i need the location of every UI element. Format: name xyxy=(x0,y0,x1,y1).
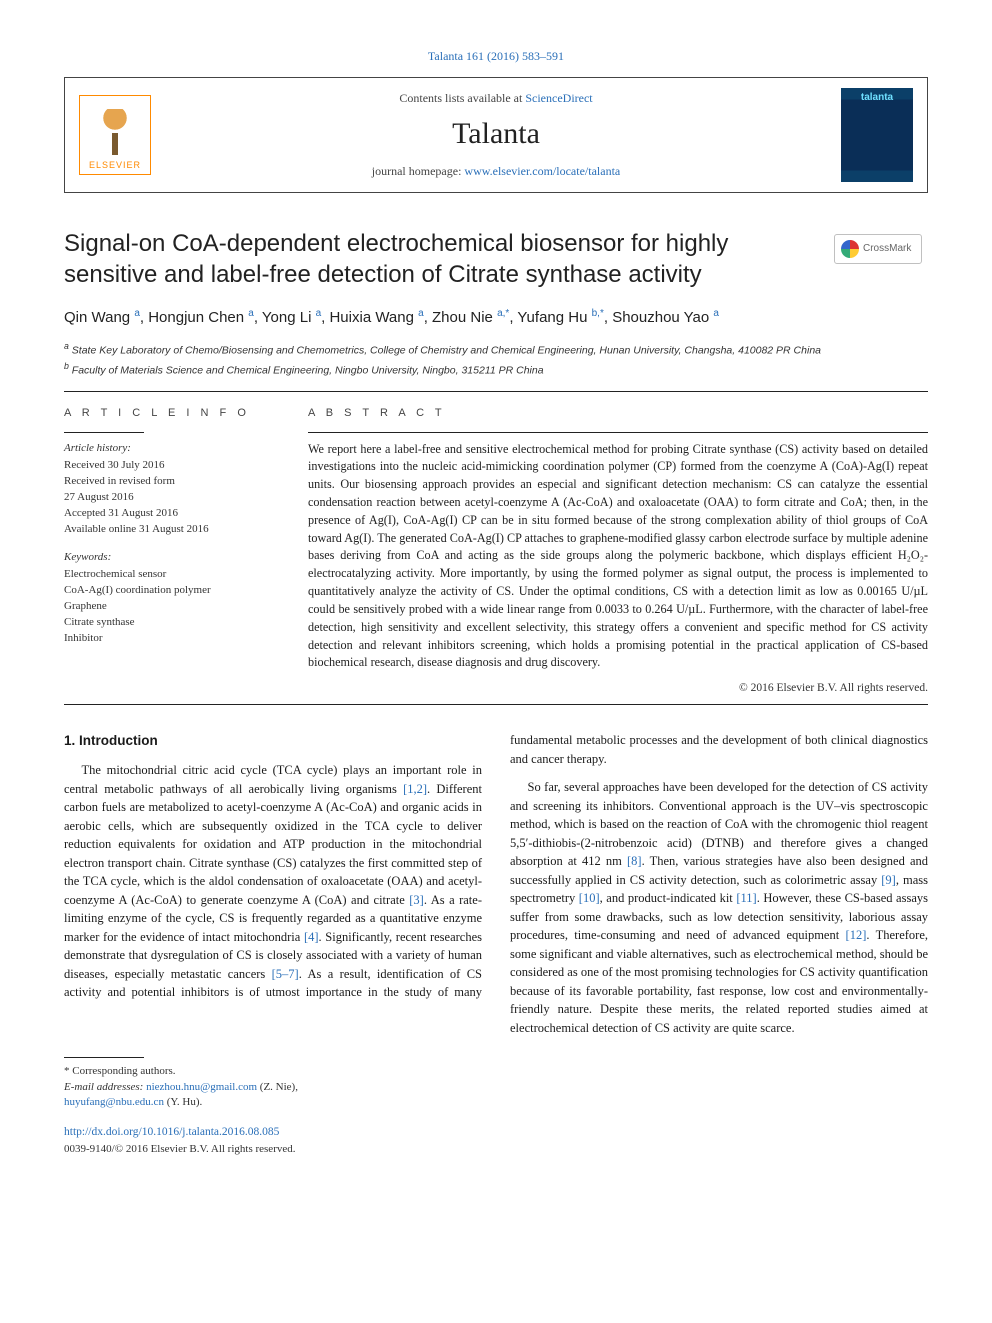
correspondence-footnote: * Corresponding authors. E-mail addresse… xyxy=(64,1057,928,1158)
keyword: CoA-Ag(I) coordination polymer xyxy=(64,583,280,599)
keyword: Citrate synthase xyxy=(64,615,280,631)
issn-copyright: 0039-9140/© 2016 Elsevier B.V. All right… xyxy=(64,1142,928,1157)
section-1-heading: 1. Introduction xyxy=(64,731,482,751)
email-label: E-mail addresses: xyxy=(64,1081,146,1093)
article-info-heading: A R T I C L E I N F O xyxy=(64,406,280,421)
history-line: 27 August 2016 xyxy=(64,490,280,506)
intro-paragraph-2: So far, several approaches have been dev… xyxy=(510,778,928,1037)
affiliation-line: b Faculty of Materials Science and Chemi… xyxy=(64,360,928,379)
history-line: Available online 31 August 2016 xyxy=(64,522,280,538)
lists-prefix: Contents lists available at xyxy=(399,91,525,105)
homepage-prefix: journal homepage: xyxy=(372,164,465,178)
author-list: Qin Wang a, Hongjun Chen a, Yong Li a, H… xyxy=(64,306,928,330)
history-lines: Received 30 July 2016Received in revised… xyxy=(64,458,280,538)
masthead: ELSEVIER Contents lists available at Sci… xyxy=(64,77,928,193)
body-two-column: 1. Introduction The mitochondrial citric… xyxy=(64,731,928,1037)
crossmark-icon xyxy=(841,240,859,258)
running-citation: Talanta 161 (2016) 583–591 xyxy=(64,48,928,65)
cover-label: talanta xyxy=(861,91,893,105)
abstract-copyright: © 2016 Elsevier B.V. All rights reserved… xyxy=(308,680,928,696)
keyword: Inhibitor xyxy=(64,631,280,647)
journal-cover: talanta xyxy=(827,78,927,192)
publisher-logo-text: ELSEVIER xyxy=(89,159,141,172)
history-line: Received 30 July 2016 xyxy=(64,458,280,474)
corr-email-1-who: (Z. Nie), xyxy=(257,1081,298,1093)
affiliation-line: a State Key Laboratory of Chemo/Biosensi… xyxy=(64,340,928,359)
email-addresses-line: E-mail addresses: niezhou.hnu@gmail.com … xyxy=(64,1080,928,1111)
affiliations: a State Key Laboratory of Chemo/Biosensi… xyxy=(64,340,928,379)
keyword: Electrochemical sensor xyxy=(64,567,280,583)
doi-link[interactable]: http://dx.doi.org/10.1016/j.talanta.2016… xyxy=(64,1126,279,1138)
abstract-text: We report here a label-free and sensitiv… xyxy=(308,441,928,673)
publisher-logo: ELSEVIER xyxy=(65,78,165,192)
abstract-subrule xyxy=(308,432,928,433)
rule-bottom xyxy=(64,704,928,705)
keywords-list: Electrochemical sensorCoA-Ag(I) coordina… xyxy=(64,567,280,647)
journal-homepage-line: journal homepage: www.elsevier.com/locat… xyxy=(372,163,620,180)
history-line: Accepted 31 August 2016 xyxy=(64,506,280,522)
lists-available-line: Contents lists available at ScienceDirec… xyxy=(399,90,592,107)
crossmark-badge[interactable]: CrossMark xyxy=(834,234,922,264)
corr-email-1[interactable]: niezhou.hnu@gmail.com xyxy=(146,1081,257,1093)
abstract-heading: A B S T R A C T xyxy=(308,406,928,421)
article-title: Signal-on CoA-dependent electrochemical … xyxy=(64,229,824,290)
keywords-label: Keywords: xyxy=(64,550,280,565)
sciencedirect-link[interactable]: ScienceDirect xyxy=(525,91,592,105)
corr-email-2[interactable]: huyufang@nbu.edu.cn xyxy=(64,1096,164,1108)
corr-email-2-who: (Y. Hu). xyxy=(164,1096,202,1108)
journal-homepage-link[interactable]: www.elsevier.com/locate/talanta xyxy=(464,164,620,178)
elsevier-tree-icon xyxy=(95,109,135,155)
corresponding-authors-line: * Corresponding authors. xyxy=(64,1064,928,1079)
footnote-rule xyxy=(64,1057,144,1058)
keyword: Graphene xyxy=(64,599,280,615)
crossmark-label: CrossMark xyxy=(863,242,911,256)
info-subrule xyxy=(64,432,144,433)
history-line: Received in revised form xyxy=(64,474,280,490)
journal-name: Talanta xyxy=(452,113,540,155)
rule-top xyxy=(64,391,928,392)
history-label: Article history: xyxy=(64,441,280,456)
